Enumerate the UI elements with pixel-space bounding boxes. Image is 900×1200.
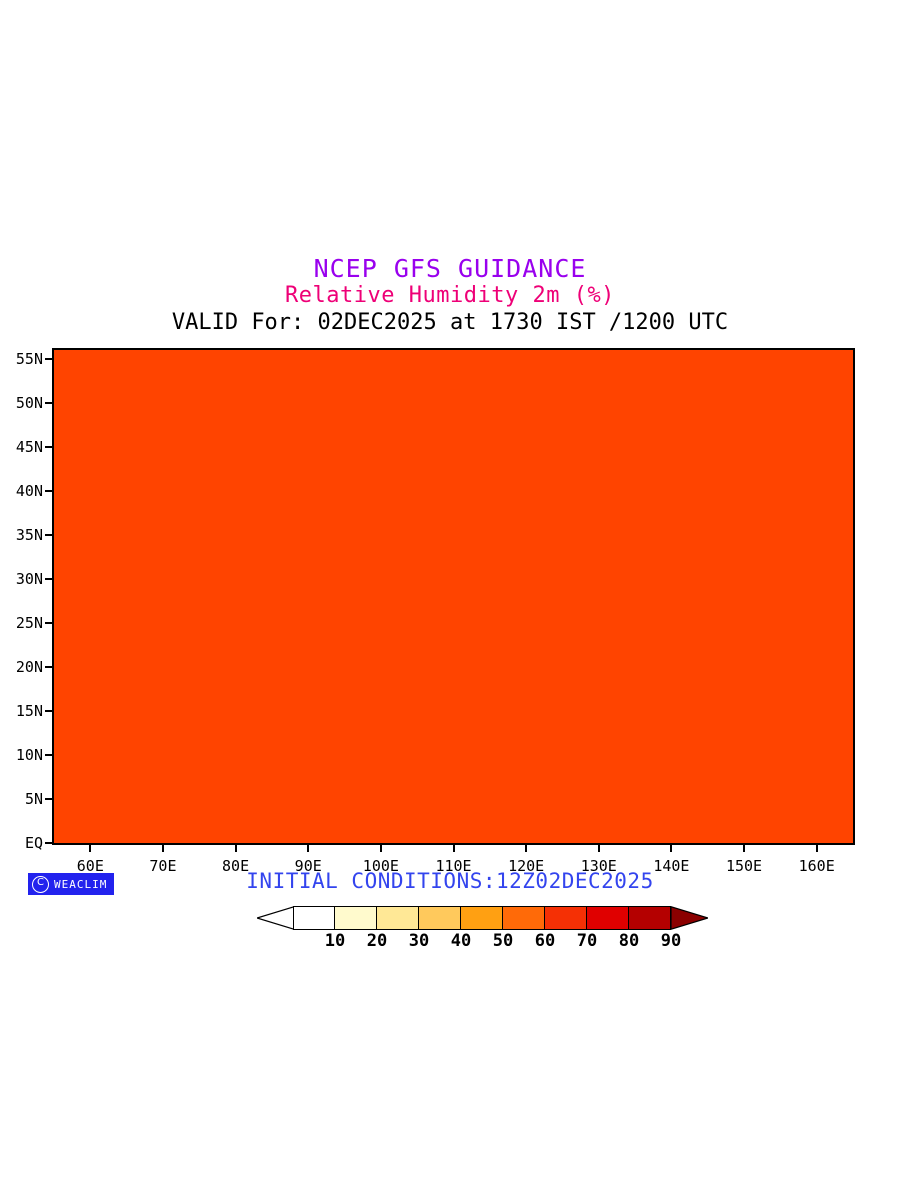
y-axis-tick-label: 55N: [15, 349, 43, 368]
y-axis-tick: [45, 842, 52, 844]
colorbar-tick-label: 50: [492, 931, 514, 951]
chart-title-valid-time: VALID For: 02DEC2025 at 1730 IST /1200 U…: [171, 310, 729, 335]
y-axis-tick: [45, 665, 52, 668]
x-axis-tick-label: 60E: [76, 857, 104, 875]
x-axis-tick-label: 90E: [294, 857, 322, 875]
colorbar-tick-label: 90: [660, 931, 682, 951]
x-axis-tick: [743, 845, 746, 852]
y-axis-tick: [45, 709, 52, 712]
y-axis-tick: [45, 577, 52, 580]
x-axis-tick-label: 80E: [222, 857, 250, 875]
colorbar-bands: [293, 906, 671, 930]
x-axis-tick-label: 160E: [798, 857, 835, 875]
colorbar-tick-label: 10: [324, 931, 346, 951]
x-axis-tick-label: 70E: [149, 857, 177, 875]
colorbar-band: [419, 906, 461, 930]
colorbar: 10 20 30 40 50 60 70 80 90: [257, 906, 708, 961]
y-axis-tick: [45, 533, 52, 536]
colorbar-tick-label: 70: [576, 931, 598, 951]
x-axis-tick-label: 110E: [435, 857, 472, 875]
y-axis-tick: [45, 445, 52, 448]
y-axis-tick-label: 15N: [15, 701, 43, 720]
x-axis-tick-label: 100E: [362, 857, 399, 875]
colorbar-band: [503, 906, 545, 930]
x-axis-tick: [597, 845, 600, 852]
colorbar-tick-label: 40: [450, 931, 472, 951]
x-axis-tick: [307, 845, 310, 852]
x-axis-tick: [379, 845, 382, 852]
colorbar-band: [545, 906, 587, 930]
y-axis-tick-label: 35N: [15, 525, 43, 544]
y-axis-tick: [45, 797, 52, 800]
y-axis-tick-label: EQ: [24, 834, 43, 852]
x-axis-tick: [89, 845, 92, 852]
colorbar-band: [629, 906, 671, 930]
y-axis-tick: [45, 753, 52, 756]
colorbar-tick-label: 80: [618, 931, 640, 951]
chart-title-primary: NCEP GFS GUIDANCE: [313, 254, 587, 283]
humidity-heatmap-canvas: [54, 350, 853, 843]
y-axis-tick-label: 30N: [15, 569, 43, 588]
colorbar-tick-labels: 10 20 30 40 50 60 70 80 90: [257, 931, 717, 955]
y-axis-tick: [45, 401, 52, 404]
y-axis-tick-label: 45N: [15, 437, 43, 456]
copyright-icon: C: [32, 875, 49, 893]
y-axis-tick-label: 40N: [15, 481, 43, 500]
chart-title-variable: Relative Humidity 2m (%): [285, 283, 615, 308]
y-axis-tick-label: 5N: [24, 789, 43, 808]
x-axis-tick-label: 150E: [725, 857, 763, 875]
colorbar-tick-label: 60: [534, 931, 556, 951]
colorbar-band: [461, 906, 503, 930]
weaclim-logo-label: WEACLIM: [54, 877, 108, 891]
x-axis-tick: [452, 845, 455, 852]
map-plot-area[interactable]: [52, 348, 855, 845]
y-axis-tick-label: 10N: [15, 745, 43, 764]
y-axis-tick-label: 20N: [15, 657, 43, 676]
weaclim-logo: C WEACLIM: [28, 873, 115, 895]
x-axis-tick: [161, 845, 164, 852]
y-axis-tick-label: 25N: [15, 613, 43, 632]
y-axis-tick: [45, 489, 52, 492]
y-axis-tick: [45, 621, 52, 624]
colorbar-band: [335, 906, 377, 930]
y-axis-tick-label: 50N: [15, 393, 43, 412]
colorbar-band: [377, 906, 419, 930]
x-axis-tick-label: 140E: [653, 857, 690, 875]
x-axis-tick-label: 120E: [508, 857, 545, 875]
x-axis-tick: [525, 845, 528, 852]
colorbar-tick-label: 30: [408, 931, 430, 951]
colorbar-right-arrow-icon: [671, 906, 708, 930]
x-axis-tick: [670, 845, 673, 852]
colorbar-band: [293, 906, 335, 930]
x-axis-tick: [234, 845, 237, 852]
initial-conditions-label: INITIAL CONDITIONS:12Z02DEC2025: [246, 869, 654, 893]
colorbar-tick-label: 20: [366, 931, 388, 951]
x-axis-tick-label: 130E: [580, 857, 617, 875]
y-axis-tick: [45, 357, 52, 360]
colorbar-band: [587, 906, 629, 930]
x-axis: 60E 70E 80E 90E 100E 110E 120E 130E 140E 150E 160E: [52, 845, 855, 885]
title-block: NCEP GFS GUIDANCE Relative Humidity 2m (…: [0, 255, 900, 337]
colorbar-left-arrow-icon: [257, 906, 294, 930]
x-axis-tick: [815, 845, 818, 852]
y-axis: EQ 5N 10N 15N 20N 25N 30N 35N 40N 45N 50N 55N: [0, 348, 52, 852]
